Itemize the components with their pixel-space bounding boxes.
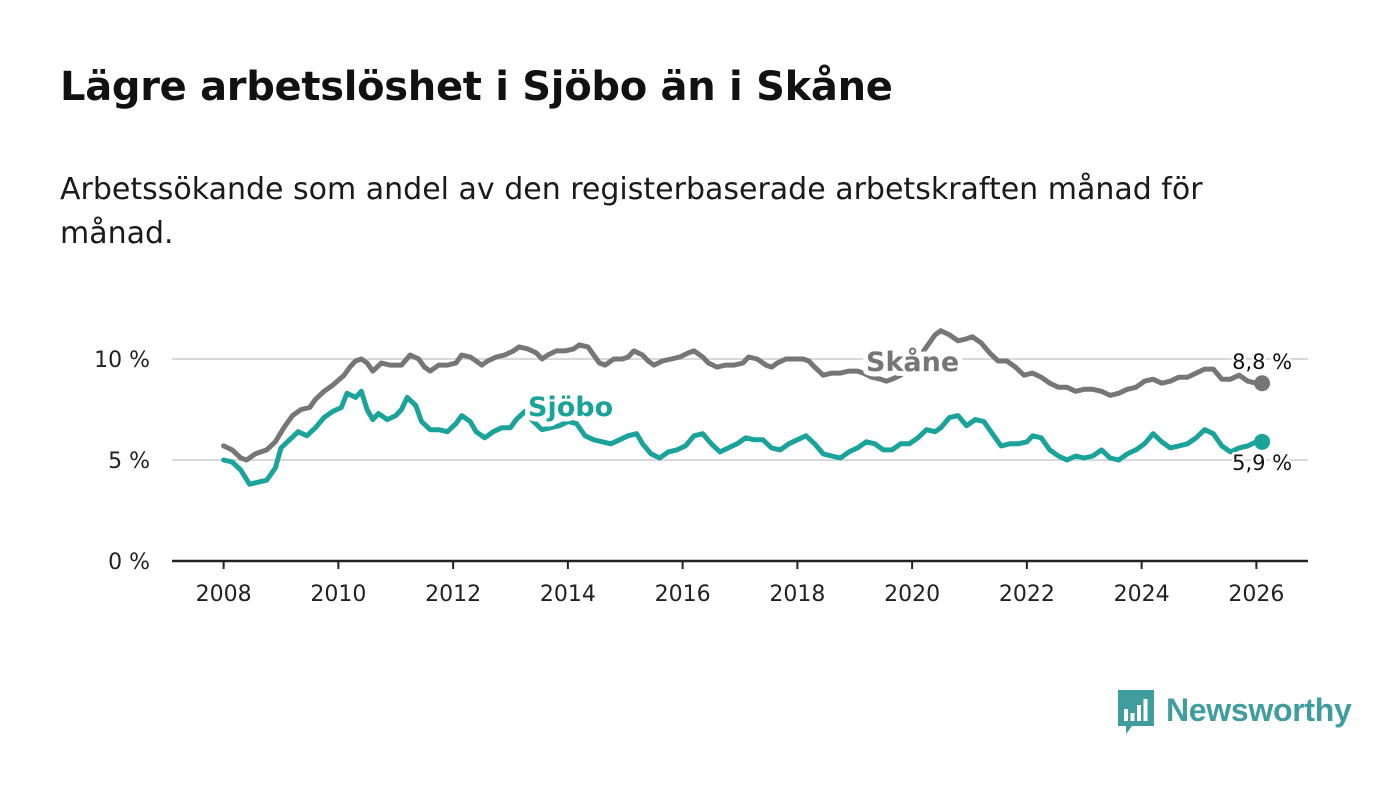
- sjobo-end-point: [1254, 433, 1271, 450]
- y-tick-label: 0 %: [108, 550, 150, 575]
- newsworthy-logo: Newsworthy: [1118, 690, 1352, 736]
- bar-chart-speech-bubble-icon: [1118, 690, 1154, 734]
- x-tick-label: 2012: [425, 582, 481, 607]
- skane-end-point: [1254, 375, 1271, 392]
- chart-title: Lägre arbetslöshet i Sjöbo än i Skåne: [60, 64, 893, 110]
- x-tick-label: 2024: [1114, 582, 1170, 607]
- x-tick-label: 2014: [540, 582, 596, 607]
- logo-text: Newsworthy: [1166, 692, 1352, 728]
- end-value-label: 8,8 %: [1232, 350, 1292, 374]
- y-tick-label: 5 %: [108, 449, 150, 474]
- sjobo-series-label: Sjöbo: [528, 392, 613, 423]
- sjobo-series-line: [221, 388, 1265, 487]
- x-tick-label: 2010: [310, 582, 366, 607]
- y-tick-label: 10 %: [94, 348, 150, 373]
- chart-subtitle: Arbetssökande som andel av den registerb…: [60, 172, 1203, 251]
- x-tick-label: 2016: [655, 582, 711, 607]
- x-tick-label: 2026: [1228, 582, 1284, 607]
- x-tick-label: 2022: [999, 582, 1055, 607]
- skane-series-label: Skåne: [866, 346, 959, 378]
- end-value-label: 5,9 %: [1232, 451, 1292, 475]
- x-tick-label: 2008: [196, 582, 252, 607]
- skane-series-line: [221, 328, 1265, 463]
- x-tick-label: 2020: [884, 582, 940, 607]
- x-tick-label: 2018: [769, 582, 825, 607]
